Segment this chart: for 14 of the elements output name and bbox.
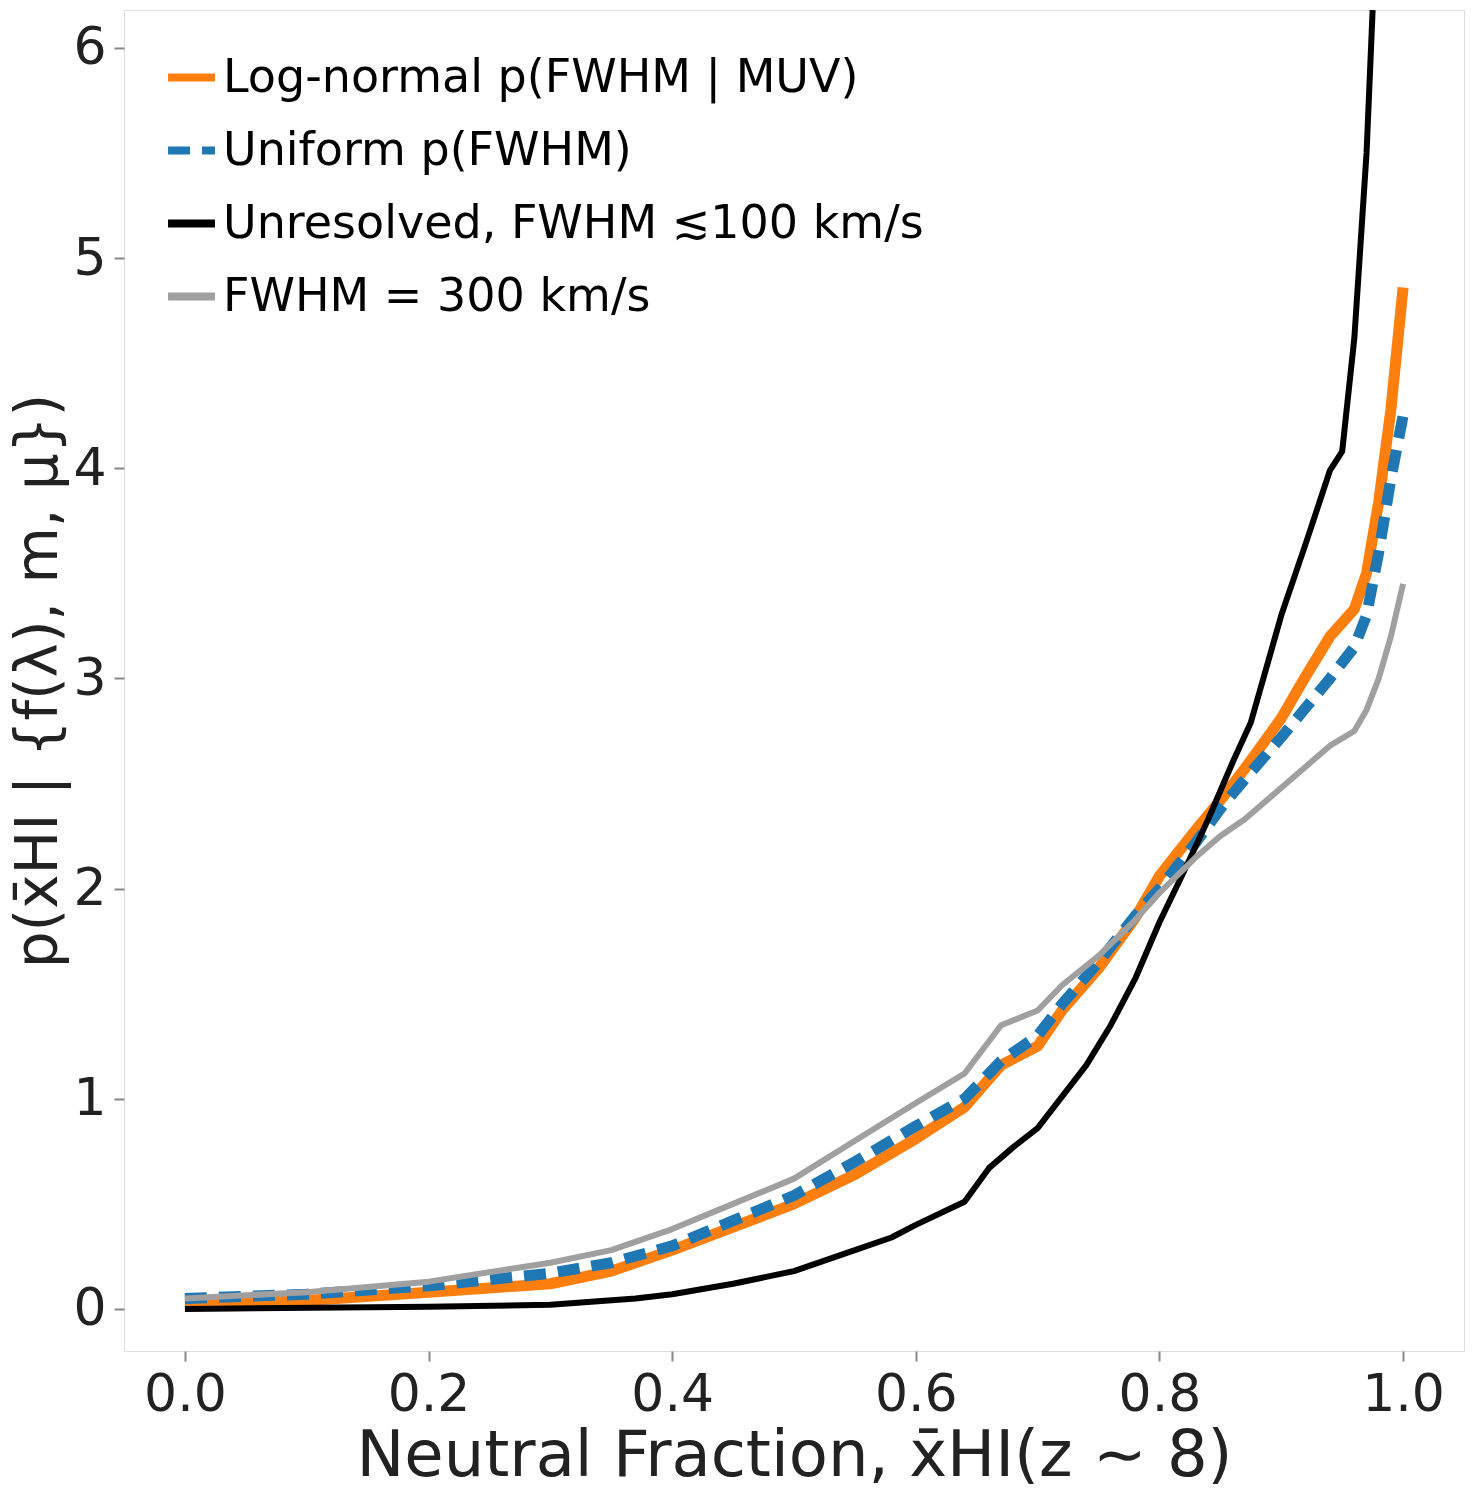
y-tick-label: 0 [73, 1277, 107, 1338]
y-tick-label: 5 [73, 226, 107, 287]
y-tick-label: 3 [73, 646, 107, 707]
y-tick-label: 2 [73, 857, 107, 918]
legend-label: Log-normal p(FWHM | MUV) [223, 48, 859, 104]
x-tick-label: 0.0 [144, 1362, 227, 1423]
y-axis-title: p(x̄HI | {f(λ), m, μ}) [3, 393, 72, 969]
y-tick-label: 1 [73, 1067, 107, 1128]
legend-label: FWHM = 300 km/s [223, 267, 651, 322]
legend-label: Unresolved, FWHM ≲100 km/s [223, 194, 924, 249]
x-tick-label: 1.0 [1362, 1362, 1445, 1423]
y-tick-label: 6 [73, 16, 107, 77]
y-tick-label: 4 [73, 436, 107, 497]
legend-label: Uniform p(FWHM) [223, 121, 632, 176]
